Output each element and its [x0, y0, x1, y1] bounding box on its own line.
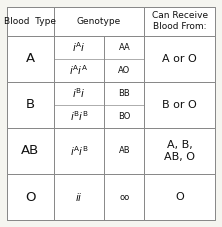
- Text: $i^{\mathrm{A}}i$: $i^{\mathrm{A}}i$: [72, 40, 86, 54]
- Text: AO: AO: [118, 66, 131, 75]
- Bar: [54, 7, 144, 36]
- Text: B: B: [26, 98, 35, 111]
- Bar: [7, 128, 54, 174]
- Bar: [7, 174, 54, 220]
- Text: BB: BB: [119, 89, 130, 98]
- Bar: [54, 174, 144, 220]
- Text: $i^{\mathrm{A}}i^{\mathrm{B}}$: $i^{\mathrm{A}}i^{\mathrm{B}}$: [69, 144, 89, 158]
- Bar: [144, 36, 215, 82]
- Text: O: O: [175, 192, 184, 202]
- Bar: [7, 36, 54, 82]
- Bar: [54, 128, 144, 174]
- Bar: [144, 174, 215, 220]
- Bar: [144, 7, 215, 36]
- Text: A: A: [26, 52, 35, 65]
- Bar: [7, 82, 54, 128]
- Text: Genotype: Genotype: [77, 17, 121, 26]
- Text: A or O: A or O: [163, 54, 197, 64]
- Bar: [54, 82, 144, 128]
- Text: $ii$: $ii$: [75, 191, 83, 203]
- Text: AB: AB: [119, 146, 130, 155]
- Text: BO: BO: [118, 112, 131, 121]
- Bar: [144, 128, 215, 174]
- Text: $i^{\mathrm{B}}i$: $i^{\mathrm{B}}i$: [72, 86, 86, 100]
- Text: AA: AA: [119, 43, 130, 52]
- Text: AB: AB: [21, 144, 39, 158]
- Text: A, B,
AB, O: A, B, AB, O: [164, 140, 195, 162]
- Text: $i^{\mathrm{A}}i^{\mathrm{A}}$: $i^{\mathrm{A}}i^{\mathrm{A}}$: [69, 63, 89, 77]
- Text: Blood  Type: Blood Type: [4, 17, 56, 26]
- Text: $i^{\mathrm{B}}i^{\mathrm{B}}$: $i^{\mathrm{B}}i^{\mathrm{B}}$: [69, 109, 89, 123]
- Text: oo: oo: [119, 193, 130, 202]
- Text: Can Receive
Blood From:: Can Receive Blood From:: [152, 11, 208, 31]
- Bar: [54, 36, 144, 82]
- Text: O: O: [25, 191, 35, 204]
- Text: B or O: B or O: [163, 100, 197, 110]
- Bar: [144, 82, 215, 128]
- Bar: [7, 7, 54, 36]
